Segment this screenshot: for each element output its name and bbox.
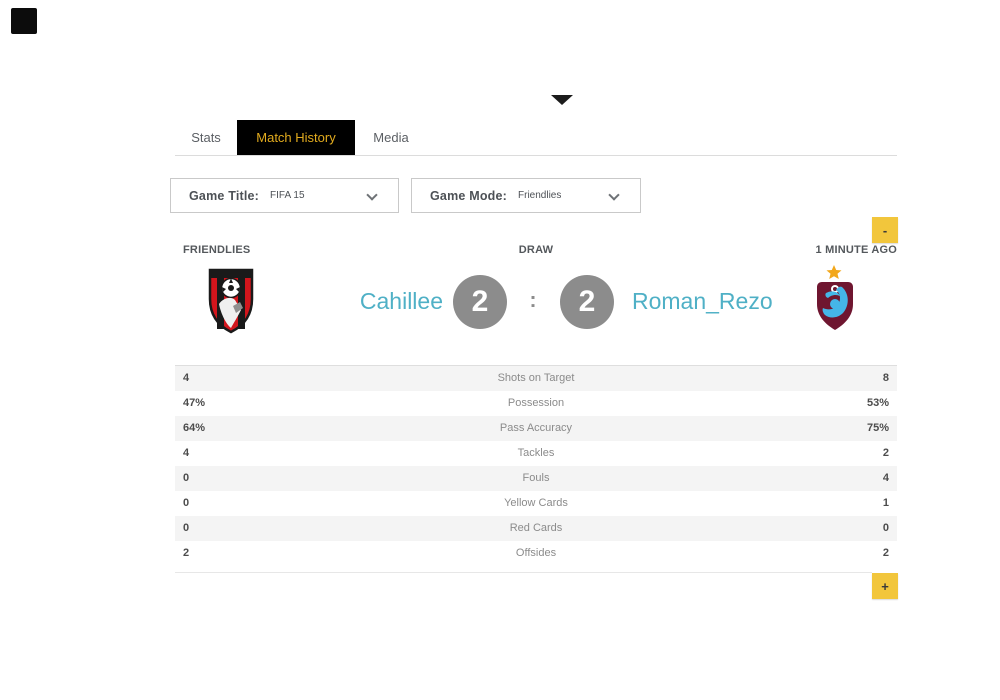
chevron-down-icon (608, 189, 620, 201)
stat-row: 2 Offsides 2 (175, 541, 897, 566)
stat-label: Pass Accuracy (499, 422, 573, 434)
match-mode-label: FRIENDLIES (183, 244, 251, 256)
away-stat-value: 4 (882, 472, 889, 484)
home-stat-value: 0 (183, 497, 190, 509)
corner-logo-tile (11, 8, 37, 34)
bottom-divider (175, 572, 872, 573)
home-stat-value: 2 (183, 547, 190, 559)
tab-bar: Stats Match History Media (175, 120, 897, 155)
tab-media[interactable]: Media (373, 130, 409, 145)
stat-label: Possession (507, 397, 565, 409)
home-stat-value: 64% (183, 422, 206, 434)
stat-label: Shots on Target (497, 372, 575, 384)
game-title-label: Game Title: (189, 188, 260, 203)
stat-row: 0 Fouls 4 (175, 466, 897, 491)
stat-label: Offsides (515, 547, 557, 559)
stat-row: 4 Shots on Target 8 (175, 366, 897, 391)
away-stat-value: 75% (866, 422, 889, 434)
away-player-name[interactable]: Roman_Rezo (632, 288, 773, 314)
stat-row: 64% Pass Accuracy 75% (175, 416, 897, 441)
stat-label: Fouls (522, 472, 550, 484)
stats-table: 4 Shots on Target 8 47% Possession 53% 6… (175, 365, 897, 566)
stat-row: 0 Red Cards 0 (175, 516, 897, 541)
away-stat-value: 2 (882, 447, 889, 459)
home-stat-value: 0 (183, 472, 190, 484)
home-stat-value: 4 (183, 372, 190, 384)
home-stat-value: 0 (183, 522, 190, 534)
game-title-dropdown[interactable]: Game Title: FIFA 15 (170, 178, 399, 213)
away-score: 2 (578, 285, 596, 318)
match-result-label: DRAW (518, 244, 554, 256)
expand-next-match-button[interactable]: + (872, 573, 898, 599)
home-player-name[interactable]: Cahillee (359, 288, 443, 314)
away-score-circle: 2 (560, 275, 614, 329)
tab-stats[interactable]: Stats (191, 130, 221, 145)
away-stat-value: 1 (882, 497, 889, 509)
home-stat-value: 4 (183, 447, 190, 459)
game-title-value: FIFA 15 (270, 190, 305, 201)
stat-row: 47% Possession 53% (175, 391, 897, 416)
home-team-badge-afc-bournemouth (208, 268, 254, 334)
stat-row: 4 Tackles 2 (175, 441, 897, 466)
away-stat-value: 8 (882, 372, 889, 384)
away-team-badge-trabzonspor (817, 265, 853, 330)
stat-label: Tackles (517, 447, 555, 459)
stat-label: Red Cards (509, 522, 563, 534)
away-stat-value: 53% (866, 397, 889, 409)
away-stat-value: 0 (882, 522, 889, 534)
home-score-circle: 2 (453, 275, 507, 329)
game-mode-label: Game Mode: (430, 188, 508, 203)
game-mode-dropdown[interactable]: Game Mode: Friendlies (411, 178, 641, 213)
caret-down-icon[interactable] (551, 95, 573, 105)
gold-star-icon (826, 265, 842, 279)
stat-row: 0 Yellow Cards 1 (175, 491, 897, 516)
stat-label: Yellow Cards (504, 497, 568, 509)
collapse-match-button[interactable]: - (872, 217, 898, 243)
chevron-down-icon (366, 189, 378, 201)
score-separator: : (529, 289, 537, 312)
home-score: 2 (471, 285, 489, 318)
game-mode-value: Friendlies (518, 190, 562, 201)
tab-match-history[interactable]: Match History (237, 120, 355, 155)
away-stat-value: 2 (882, 547, 889, 559)
tab-underline (175, 155, 897, 156)
home-stat-value: 47% (183, 397, 206, 409)
match-time-ago: 1 MINUTE AGO (815, 244, 897, 256)
